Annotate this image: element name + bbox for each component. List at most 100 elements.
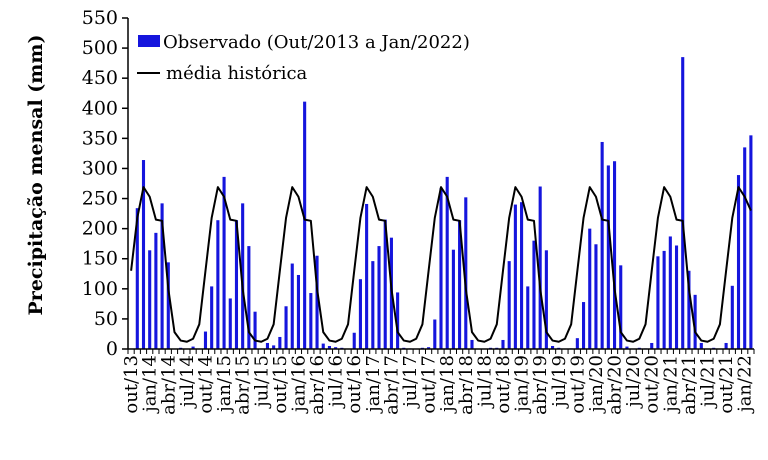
bar-33 — [334, 347, 338, 349]
bar-4 — [154, 232, 158, 349]
bar-61 — [507, 261, 511, 349]
bar-32 — [327, 345, 331, 349]
x-tick-label: jul/20 — [623, 355, 644, 409]
y-tick-label: 550 — [82, 7, 118, 29]
x-tick-label: jul/21 — [698, 355, 719, 409]
x-tick-label: out/15 — [270, 355, 291, 414]
y-tick-label: 100 — [82, 278, 118, 300]
x-tick-label: abr/15 — [233, 355, 254, 415]
x-tick-label: abr/21 — [679, 355, 700, 415]
x-tick-label: jan/17 — [363, 355, 384, 414]
bar-43 — [396, 292, 400, 349]
x-tick-label: jan/22 — [735, 355, 756, 414]
bar-72 — [575, 338, 579, 349]
bar-96 — [724, 342, 728, 349]
x-tick-label: out/16 — [344, 355, 365, 414]
bar-1 — [135, 208, 139, 349]
x-tick-label: abr/18 — [456, 355, 477, 415]
legend-observed-label: Observado (Out/2013 a Jan/2022) — [163, 32, 470, 53]
bar-90 — [687, 270, 691, 349]
bar-27 — [296, 274, 300, 349]
x-tick-label: jul/18 — [474, 355, 495, 409]
x-tick-label: jan/21 — [660, 355, 681, 414]
y-tick-label: 50 — [94, 308, 118, 330]
bar-3 — [148, 250, 152, 349]
bar-68 — [551, 345, 555, 349]
bar-98 — [736, 175, 741, 349]
bar-37 — [358, 279, 362, 349]
x-tick-label: abr/17 — [381, 355, 402, 415]
y-tick-label: 500 — [82, 37, 118, 59]
bar-77 — [606, 165, 610, 349]
x-tick-label: jul/15 — [251, 355, 272, 409]
y-tick-label: 250 — [82, 188, 118, 210]
bar-12 — [203, 331, 208, 349]
x-tick-label: out/21 — [716, 355, 737, 414]
bar-19 — [247, 246, 251, 349]
bar-86 — [662, 250, 666, 349]
bar-84 — [650, 342, 654, 349]
x-tick-label: abr/19 — [530, 355, 551, 415]
y-tick-label: 450 — [82, 67, 118, 89]
x-tick-label: jan/14 — [140, 355, 161, 414]
bar-85 — [656, 256, 660, 349]
x-tick-label: out/17 — [419, 355, 440, 414]
bar-79 — [619, 265, 623, 349]
bar-29 — [309, 293, 313, 349]
legend-bar-swatch — [138, 35, 160, 47]
x-tick-label: out/13 — [121, 355, 142, 414]
bar-5 — [160, 203, 164, 349]
bar-91 — [693, 294, 697, 349]
x-tick-label: jan/18 — [437, 355, 458, 414]
bar-38 — [365, 203, 369, 349]
bar-64 — [526, 286, 530, 349]
x-tick-label: abr/14 — [158, 355, 179, 415]
bar-6 — [166, 262, 170, 349]
bar-22 — [265, 342, 270, 349]
y-tick-label: 350 — [82, 127, 118, 149]
bar-52 — [451, 249, 455, 349]
bar-54 — [464, 197, 468, 349]
bar-23 — [272, 345, 276, 349]
bar-41 — [383, 219, 387, 349]
bar-60 — [501, 339, 505, 349]
bar-16 — [228, 298, 232, 349]
historical-average-line — [130, 186, 752, 343]
bar-49 — [433, 319, 437, 349]
bar-15 — [222, 176, 226, 349]
legend-average-label: média histórica — [166, 63, 308, 84]
x-tick-label: jul/19 — [549, 355, 570, 409]
y-axis-label: Precipitação mensal (mm) — [25, 35, 47, 316]
bar-28 — [303, 101, 307, 350]
x-tick-label: out/18 — [493, 355, 514, 414]
bar-26 — [290, 263, 294, 349]
bar-40 — [377, 246, 381, 349]
x-tick-label: jan/19 — [512, 355, 533, 414]
x-tick-label: out/14 — [195, 355, 216, 414]
bar-92 — [699, 342, 703, 349]
bar-73 — [582, 302, 586, 349]
bar-31 — [321, 343, 325, 349]
bar-65 — [532, 240, 536, 349]
bar-14 — [216, 220, 220, 349]
x-tick-label: jan/16 — [288, 355, 309, 414]
bar-13 — [210, 286, 214, 349]
x-tick-label: jul/14 — [177, 355, 198, 409]
y-tick-label: 400 — [82, 97, 118, 119]
y-tick-label: 0 — [106, 338, 118, 360]
observed-bars — [135, 57, 753, 350]
bar-25 — [284, 306, 288, 349]
bar-97 — [730, 285, 734, 349]
bar-30 — [315, 255, 319, 349]
bar-48 — [427, 347, 431, 349]
y-axis-ticks: 0 50 100 150 200 250 300 350 400 450 500 550 — [82, 7, 128, 360]
x-tick-label: jan/20 — [586, 355, 607, 414]
bar-24 — [278, 336, 282, 349]
bar-55 — [470, 339, 474, 349]
x-tick-label: jan/15 — [214, 355, 235, 414]
bar-53 — [458, 220, 462, 349]
x-tick-label: out/20 — [642, 355, 663, 414]
bar-63 — [520, 202, 524, 349]
x-tick-label: jul/17 — [400, 355, 421, 409]
bar-66 — [538, 186, 542, 349]
